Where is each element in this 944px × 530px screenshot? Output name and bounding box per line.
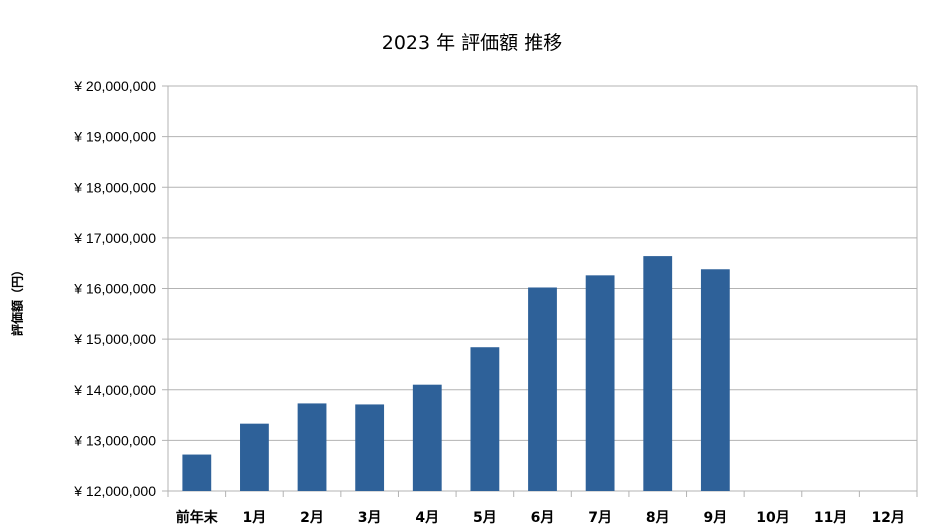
y-tick-label: ¥ 16,000,000 [73,281,156,297]
x-tick-label: 2月 [300,510,324,526]
bar [585,275,615,491]
bar [643,256,673,491]
x-tick-label: 8月 [646,510,670,526]
x-tick-label: 10月 [756,510,789,526]
x-tick-label: 3月 [358,510,382,526]
bar [700,269,730,491]
y-tick-label: ¥ 13,000,000 [73,432,156,448]
chart-title: 2023 年 評価額 推移 [381,32,563,54]
axes [167,86,918,497]
bar [297,403,327,491]
bars [182,256,730,491]
x-tick-label: 5月 [473,510,497,526]
x-tick-label: 11月 [814,510,847,526]
x-tick-label: 4月 [415,510,439,526]
x-tick-label: 6月 [531,510,555,526]
x-tick-label: 前年末 [176,509,219,526]
y-tick-label: ¥ 19,000,000 [73,129,156,145]
bar [355,404,385,491]
y-tick-label: ¥ 20,000,000 [73,78,156,94]
y-tick-label: ¥ 15,000,000 [73,331,156,347]
bar [470,347,500,491]
y-tick-label: ¥ 12,000,000 [73,483,156,499]
bar [182,454,212,491]
bar [412,384,442,491]
x-tick-label: 7月 [588,510,612,526]
y-tick-labels: ¥ 12,000,000 ¥ 13,000,000 ¥ 14,000,000 ¥ 15… [73,78,156,499]
y-tick-label: ¥ 18,000,000 [73,179,156,195]
x-tick-label: 1月 [243,510,267,526]
x-tick-label: 12月 [871,510,904,526]
bar [528,287,557,491]
x-tick-labels: 前年末 1月 2月 3月 4月 5月 6月 7月 8月 9月 10月 11月 12月 [176,509,905,526]
y-tick-label: ¥ 14,000,000 [73,382,156,398]
y-tick-label: ¥ 17,000,000 [73,230,156,246]
x-tick-label: 9月 [703,510,727,526]
bar [240,423,269,491]
